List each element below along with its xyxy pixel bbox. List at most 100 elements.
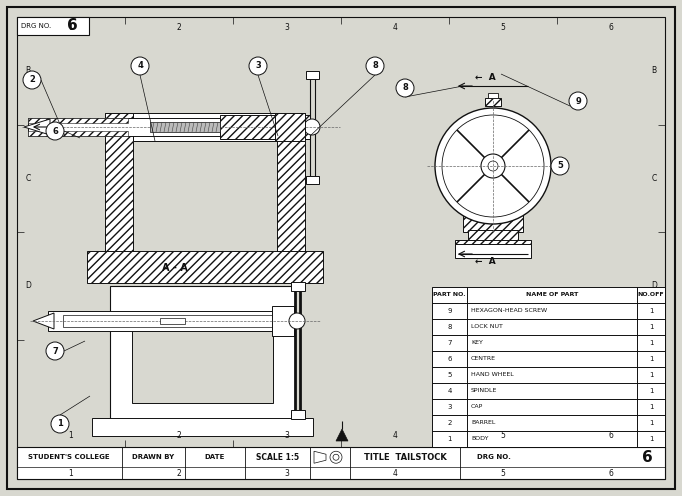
Text: A - A: A - A (162, 263, 188, 273)
Circle shape (304, 119, 320, 135)
Text: 3: 3 (284, 469, 289, 478)
Bar (150, 122, 220, 132)
Circle shape (442, 115, 544, 217)
Text: 1: 1 (649, 324, 653, 330)
Bar (48, 311, 295, 331)
Bar (277, 113, 305, 251)
Circle shape (46, 122, 64, 140)
Text: 7: 7 (52, 347, 58, 356)
Circle shape (330, 451, 342, 463)
Bar (87, 251, 323, 283)
Bar (28, 131, 128, 136)
Text: NAME OF PART: NAME OF PART (526, 293, 578, 298)
Text: DRG NO.: DRG NO. (21, 23, 51, 29)
Polygon shape (314, 451, 326, 463)
Text: 1: 1 (447, 436, 451, 442)
Text: 2: 2 (447, 420, 451, 426)
Text: 6: 6 (608, 469, 613, 478)
Text: TITLE  TAILSTOCK: TITLE TAILSTOCK (364, 453, 447, 462)
Text: 9: 9 (447, 308, 451, 314)
Bar (306, 176, 319, 184)
Text: D: D (25, 281, 31, 290)
Text: HAND WHEEL: HAND WHEEL (471, 372, 514, 377)
Bar (275, 113, 305, 141)
Text: C: C (25, 174, 31, 183)
Bar (28, 283, 408, 438)
Bar (220, 115, 310, 139)
Bar (432, 287, 665, 447)
Text: 8: 8 (402, 83, 408, 92)
Polygon shape (24, 119, 50, 135)
Text: LOCK NUT: LOCK NUT (471, 324, 503, 329)
Bar (306, 71, 319, 79)
Bar (272, 306, 294, 336)
Text: 6: 6 (447, 356, 451, 362)
Circle shape (551, 157, 569, 175)
Bar (468, 230, 518, 244)
Text: 1: 1 (649, 388, 653, 394)
Text: DRAWN BY: DRAWN BY (132, 454, 174, 460)
Circle shape (396, 79, 414, 97)
Circle shape (23, 71, 41, 89)
Bar (63, 315, 280, 327)
Text: STUDENT'S COLLEGE: STUDENT'S COLLEGE (28, 454, 110, 460)
Bar (455, 240, 531, 244)
Bar (485, 98, 501, 106)
Bar (488, 93, 498, 98)
Text: 3: 3 (447, 404, 451, 410)
Text: PART NO.: PART NO. (433, 293, 466, 298)
Text: 1: 1 (69, 432, 74, 440)
Text: 1: 1 (649, 404, 653, 410)
Text: BODY: BODY (471, 436, 488, 441)
Text: 1: 1 (57, 420, 63, 429)
Circle shape (569, 92, 587, 110)
Circle shape (435, 108, 551, 224)
Circle shape (46, 342, 64, 360)
Text: NO.OFF: NO.OFF (638, 293, 664, 298)
Bar (291, 410, 305, 419)
Text: 1: 1 (649, 308, 653, 314)
Text: C: C (651, 174, 657, 183)
Text: KEY: KEY (471, 340, 483, 346)
Text: 6: 6 (52, 126, 58, 135)
Text: 6: 6 (608, 23, 613, 33)
Text: 1: 1 (69, 469, 74, 478)
Text: 3: 3 (284, 432, 289, 440)
Bar (160, 318, 185, 324)
Text: 1: 1 (649, 372, 653, 378)
Text: 4: 4 (393, 432, 398, 440)
Bar (291, 282, 305, 291)
Text: ←  A: ← A (475, 73, 496, 82)
Bar (455, 242, 531, 258)
Text: 2: 2 (177, 469, 181, 478)
Text: 5: 5 (501, 23, 505, 33)
Text: CENTRE: CENTRE (471, 357, 496, 362)
Bar (28, 118, 128, 123)
Text: 1: 1 (649, 356, 653, 362)
Bar (110, 286, 295, 421)
Text: 1: 1 (649, 340, 653, 346)
Text: 5: 5 (501, 432, 505, 440)
Text: 5: 5 (447, 372, 451, 378)
Bar (105, 113, 133, 251)
Text: 6: 6 (608, 432, 613, 440)
Text: 2: 2 (177, 432, 181, 440)
Text: BARREL: BARREL (471, 421, 495, 426)
Text: DATE: DATE (205, 454, 225, 460)
Text: 4: 4 (137, 62, 143, 70)
Circle shape (131, 57, 149, 75)
Polygon shape (336, 429, 348, 441)
Text: 4: 4 (447, 388, 451, 394)
Polygon shape (33, 313, 54, 329)
Text: 9: 9 (575, 97, 581, 106)
Text: B: B (651, 66, 657, 75)
Bar (133, 113, 277, 141)
Bar (17, 17, 89, 35)
Circle shape (289, 313, 305, 329)
Text: D: D (651, 281, 657, 290)
Bar (17, 447, 665, 479)
Circle shape (249, 57, 267, 75)
Text: ←  A: ← A (475, 257, 496, 266)
Text: 6: 6 (67, 18, 77, 34)
Text: CAP: CAP (471, 405, 484, 410)
